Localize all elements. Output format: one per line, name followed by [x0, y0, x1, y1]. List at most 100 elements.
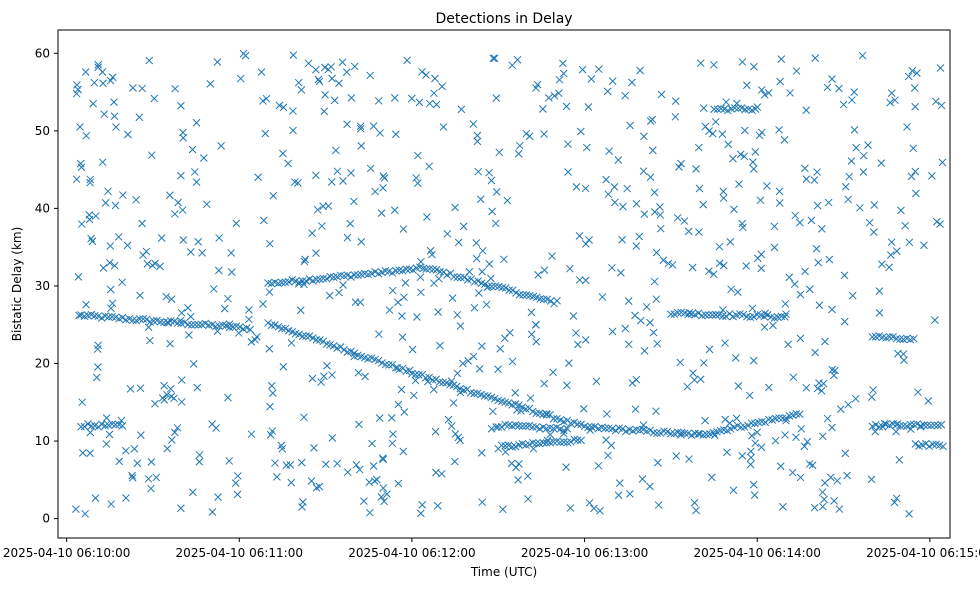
data-point	[636, 66, 644, 75]
data-point	[718, 130, 727, 138]
data-point	[614, 491, 623, 500]
data-point	[336, 271, 345, 280]
data-point	[225, 323, 234, 332]
data-point	[314, 75, 323, 84]
y-tick-label: 0	[42, 512, 50, 526]
data-point	[426, 246, 435, 255]
data-point	[331, 146, 340, 155]
data-point	[677, 428, 686, 437]
data-point	[911, 189, 920, 198]
data-point	[475, 364, 484, 373]
data-point	[650, 277, 659, 286]
data-point	[823, 414, 832, 423]
data-point	[921, 439, 930, 448]
data-point	[653, 339, 662, 348]
data-point	[259, 97, 267, 105]
data-point	[321, 460, 330, 469]
data-point	[792, 410, 801, 418]
data-point	[179, 236, 188, 244]
data-point	[909, 420, 918, 429]
data-point	[553, 296, 561, 305]
data-point	[859, 151, 868, 160]
data-point	[907, 172, 916, 181]
data-point	[319, 274, 328, 283]
data-point	[511, 388, 520, 397]
data-point	[564, 168, 572, 176]
data-point	[186, 248, 195, 256]
data-point	[694, 309, 703, 318]
data-point	[843, 471, 852, 480]
data-point	[562, 463, 570, 471]
data-point	[105, 430, 114, 439]
data-point	[542, 438, 551, 447]
data-point	[375, 414, 384, 422]
data-point	[432, 100, 441, 109]
data-point	[417, 288, 425, 297]
data-point	[709, 60, 718, 69]
data-point	[624, 340, 633, 349]
data-point	[546, 430, 555, 439]
data-point	[828, 365, 837, 374]
data-point	[192, 118, 201, 127]
data-point	[559, 429, 568, 438]
data-point	[438, 82, 446, 91]
data-point	[217, 142, 225, 150]
data-point	[750, 491, 759, 499]
data-point	[76, 123, 84, 131]
data-point	[501, 441, 510, 450]
data-point	[892, 247, 901, 255]
data-point	[176, 316, 185, 325]
data-point	[582, 239, 590, 248]
data-point	[135, 315, 144, 323]
data-point	[559, 438, 568, 446]
data-point	[735, 180, 743, 188]
data-point	[761, 309, 769, 318]
data-point	[887, 238, 896, 247]
data-point	[379, 455, 388, 464]
data-point	[920, 241, 928, 250]
data-point	[398, 333, 407, 342]
data-point	[639, 167, 648, 176]
data-point	[76, 159, 85, 168]
data-point	[454, 238, 463, 247]
data-point	[835, 505, 844, 513]
data-point	[198, 248, 207, 257]
data-point	[422, 71, 430, 79]
data-point	[450, 272, 458, 281]
data-point	[118, 278, 127, 287]
data-point	[747, 453, 755, 462]
data-point	[447, 422, 456, 430]
data-point	[749, 158, 757, 166]
data-point	[139, 315, 148, 323]
data-point	[231, 479, 240, 487]
data-point	[282, 461, 291, 470]
data-point	[347, 94, 356, 102]
data-point	[279, 362, 288, 371]
data-point	[184, 320, 192, 329]
data-point	[80, 422, 89, 431]
data-point	[906, 425, 915, 434]
data-point	[544, 94, 553, 102]
data-point	[740, 126, 749, 135]
data-point	[722, 98, 730, 106]
data-point	[811, 348, 820, 357]
data-point	[604, 190, 613, 199]
data-point	[675, 163, 683, 171]
data-point	[377, 492, 386, 501]
data-point	[764, 415, 773, 424]
data-point	[852, 143, 861, 152]
data-point	[792, 67, 801, 75]
data-point	[673, 308, 682, 317]
data-point	[847, 157, 856, 165]
data-point	[549, 437, 558, 446]
data-point	[813, 201, 822, 210]
data-point	[894, 349, 902, 358]
data-point	[456, 273, 465, 282]
data-point	[550, 91, 559, 100]
data-point	[299, 498, 307, 506]
data-point	[736, 150, 745, 159]
data-point	[877, 159, 886, 167]
data-point	[193, 383, 202, 392]
data-point	[78, 398, 87, 407]
